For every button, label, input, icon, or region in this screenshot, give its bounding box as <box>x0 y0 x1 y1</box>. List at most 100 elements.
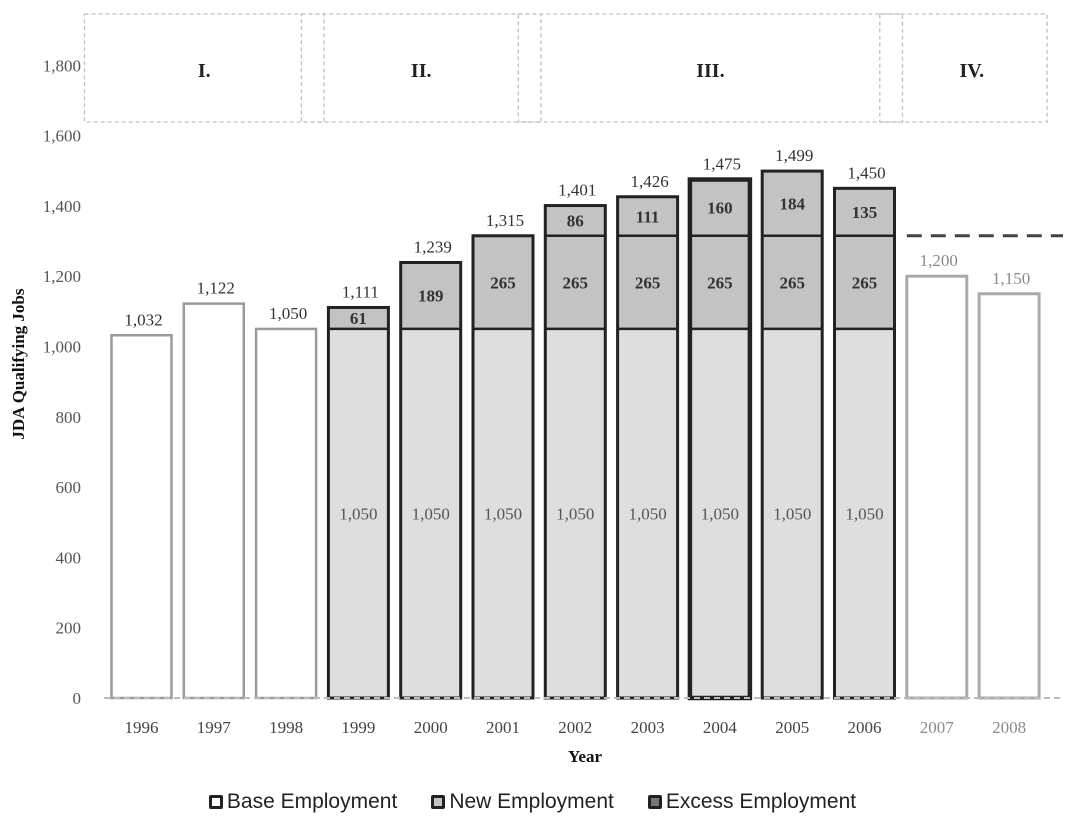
total-value-label: 1,150 <box>992 269 1030 288</box>
period-box-1 <box>83 13 325 123</box>
y-axis-title: JDA Qualifying Jobs <box>9 288 28 440</box>
y-tick-label: 1,200 <box>43 267 81 286</box>
bar-segment-base-2004 <box>689 328 750 698</box>
bar-segment-new-2001 <box>473 235 533 329</box>
bar-segment-base-2001 <box>473 328 533 698</box>
x-tick-label: 1998 <box>269 718 303 737</box>
legend-swatch-new <box>431 795 446 809</box>
total-value-label: 1,200 <box>920 251 958 270</box>
period-box-4 <box>879 13 1048 123</box>
legend-swatch-base <box>208 795 223 809</box>
total-value-label: 1,315 <box>486 211 524 230</box>
excess-value-label: 160 <box>707 199 733 218</box>
bar-segment-new-1999 <box>328 307 389 329</box>
period-label-3: III. <box>696 60 724 82</box>
legend-item-excess: Excess Employment <box>647 790 856 814</box>
x-tick-label: 2001 <box>486 718 520 737</box>
excess-value-label: 184 <box>779 194 805 213</box>
base-value-label: 1,050 <box>339 504 377 523</box>
x-tick-label: 1997 <box>197 718 232 737</box>
bar-segment-base-2002 <box>545 328 606 698</box>
base-value-label: 1,050 <box>773 504 811 523</box>
total-value-label: 1,401 <box>558 181 596 200</box>
total-value-label: 1,239 <box>414 237 452 256</box>
y-tick-label: 1,800 <box>43 56 81 75</box>
bar-segment-base-1999 <box>328 328 389 698</box>
y-tick-label: 400 <box>56 548 82 567</box>
base-value-label: 1,050 <box>412 504 450 523</box>
new-value-label: 265 <box>852 273 878 292</box>
new-value-label: 189 <box>418 287 444 306</box>
legend-label-new: New Employment <box>449 790 614 813</box>
bar-segment-new-2003 <box>617 235 678 329</box>
x-tick-label: 2002 <box>558 718 592 737</box>
total-value-label: 1,475 <box>703 155 741 174</box>
base-value-label: 1,050 <box>556 504 594 523</box>
excess-value-label: 135 <box>852 203 878 222</box>
x-axis-title: Year <box>568 747 602 766</box>
bar-segment-excess-2005 <box>762 171 823 236</box>
total-value-label: 1,032 <box>124 310 162 329</box>
bar-segment-base-2000 <box>400 328 461 698</box>
bars <box>110 169 1063 701</box>
bar-2007 <box>905 274 969 700</box>
period-box-2 <box>300 13 542 123</box>
bar-chart: I. II. III. IV. 0 200 400 600 800 1,000 1,200 1,40… <box>9 13 1063 766</box>
x-tick-label: 1996 <box>125 718 159 737</box>
x-tick-label: 2006 <box>848 718 882 737</box>
new-value-label: 265 <box>490 273 516 292</box>
y-tick-label: 1,400 <box>43 197 81 216</box>
y-tick-label: 600 <box>56 478 82 497</box>
legend-item-new: New Employment <box>431 790 614 814</box>
bar-segment-excess-2002 <box>545 205 606 236</box>
base-value-label: 1,050 <box>845 504 883 523</box>
new-value-label: 265 <box>779 273 805 292</box>
total-value-label: 1,450 <box>847 163 885 182</box>
base-value-label: 1,050 <box>484 504 522 523</box>
new-value-label: 265 <box>707 273 733 292</box>
bar-1996 <box>110 334 173 700</box>
new-value-label: 265 <box>563 273 589 292</box>
new-value-label: 265 <box>635 273 661 292</box>
bar-segment-base-2005 <box>762 328 823 698</box>
bar-segment-new-2002 <box>545 235 606 329</box>
bar-segment-excess-2006 <box>834 188 895 236</box>
period-box-3 <box>517 13 904 123</box>
period-label-4: IV. <box>959 60 984 82</box>
bar-segment-new-2005 <box>762 235 823 329</box>
bar-segment-excess-2003 <box>617 196 678 236</box>
total-value-label: 1,111 <box>342 282 379 301</box>
y-axis: 0 200 400 600 800 1,000 1,200 1,400 1,600 1,800 JD… <box>9 56 81 708</box>
excess-value-label: 111 <box>636 207 660 226</box>
data-labels: 1,032 1,122 1,050 1,050 61 1,111 1,050 189 1,239… <box>124 146 1030 523</box>
bar-2008 <box>977 292 1041 700</box>
new-value-label: 61 <box>350 309 367 328</box>
y-tick-label: 1,000 <box>43 338 81 357</box>
total-value-label: 1,122 <box>197 279 235 298</box>
y-tick-label: 200 <box>56 619 82 638</box>
bar-segment-new-2004 <box>689 235 750 329</box>
total-value-label: 1,499 <box>775 146 813 165</box>
legend-swatch-excess <box>647 795 662 809</box>
base-value-label: 1,050 <box>701 504 739 523</box>
bar-segment-base-2003 <box>617 328 678 698</box>
x-tick-label: 1999 <box>341 718 375 737</box>
x-axis: 1996 1997 1998 1999 2000 2001 2002 2003 2004 2005… <box>104 697 1063 766</box>
x-tick-label: 2004 <box>703 718 738 737</box>
x-tick-label: 2003 <box>631 718 665 737</box>
chart-legend: Base Employment New Employment Excess Em… <box>0 788 1065 816</box>
total-value-label: 1,426 <box>630 172 668 191</box>
bar-1997 <box>182 302 246 700</box>
bar-outline-2001 <box>471 234 535 700</box>
x-tick-label: 2000 <box>414 718 448 737</box>
x-tick-label: 2008 <box>992 718 1026 737</box>
bar-segment-base-2006 <box>834 328 895 698</box>
x-tick-label: 2007 <box>920 718 955 737</box>
period-label-1: I. <box>198 60 211 82</box>
y-tick-label: 0 <box>73 689 82 708</box>
bar-segment-new-2006 <box>834 235 895 329</box>
bar-outline-2000 <box>399 260 463 700</box>
y-tick-label: 1,600 <box>43 127 81 146</box>
total-value-label: 1,050 <box>269 304 307 323</box>
x-tick-label: 2005 <box>775 718 809 737</box>
